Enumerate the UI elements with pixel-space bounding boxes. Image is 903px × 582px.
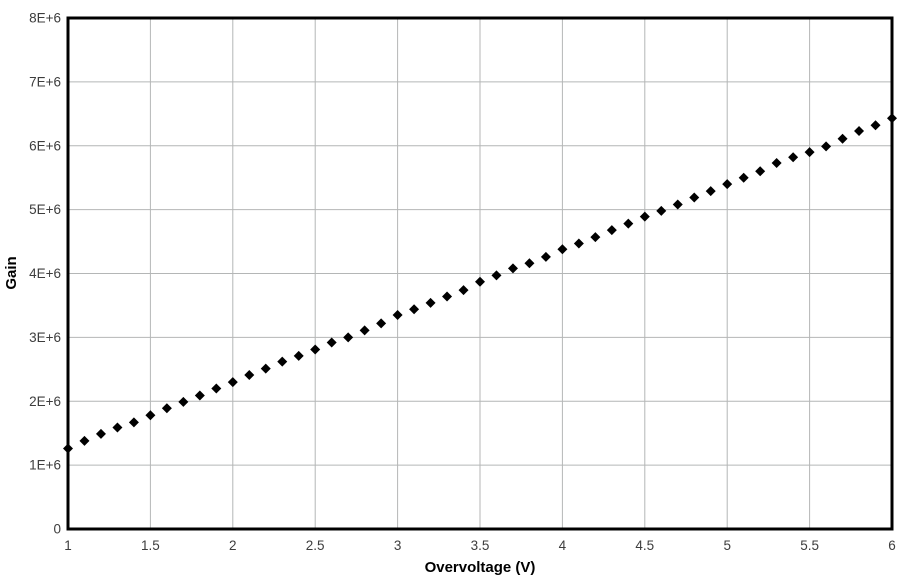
data-point <box>79 435 90 446</box>
data-point <box>540 251 551 262</box>
data-point <box>260 363 271 374</box>
data-point <box>145 410 156 421</box>
data-point <box>722 179 733 190</box>
data-point <box>458 285 469 296</box>
data-point <box>590 232 601 243</box>
y-tick-label: 1E+6 <box>29 458 61 473</box>
data-point <box>524 258 535 269</box>
data-point <box>788 152 799 163</box>
data-point <box>804 147 815 158</box>
x-tick-label: 5.5 <box>800 538 819 553</box>
data-point <box>705 186 716 197</box>
x-tick-label: 3 <box>394 538 402 553</box>
data-point <box>63 443 73 454</box>
x-tick-label: 4.5 <box>635 538 654 553</box>
data-point <box>837 133 848 144</box>
data-point <box>854 126 865 137</box>
x-tick-label: 1 <box>64 538 72 553</box>
data-point <box>507 263 518 274</box>
data-point <box>821 141 832 152</box>
data-point <box>623 218 634 229</box>
data-point <box>112 422 123 433</box>
y-axis-title: Gain <box>3 256 20 289</box>
data-point <box>244 370 255 381</box>
data-point <box>95 428 106 439</box>
data-point <box>639 211 650 222</box>
data-point <box>161 403 172 414</box>
data-series-gain <box>63 113 897 454</box>
gridlines <box>68 18 892 529</box>
x-tick-label: 2 <box>229 538 237 553</box>
y-tick-label: 4E+6 <box>29 266 61 281</box>
x-tick-label: 4 <box>559 538 567 553</box>
data-point <box>573 238 584 249</box>
x-tick-label: 5 <box>723 538 731 553</box>
data-point <box>425 297 436 308</box>
data-point <box>343 332 354 343</box>
data-point <box>656 205 667 216</box>
data-point <box>606 225 617 236</box>
data-point <box>326 337 337 348</box>
data-point <box>557 244 568 255</box>
data-point <box>409 304 420 315</box>
y-tick-label: 7E+6 <box>29 74 61 89</box>
y-tick-label: 8E+6 <box>29 11 61 26</box>
data-point <box>359 325 370 336</box>
y-tick-label: 5E+6 <box>29 202 61 217</box>
data-point <box>178 396 189 407</box>
data-point <box>442 291 453 302</box>
data-point <box>227 377 238 388</box>
data-point <box>755 166 766 177</box>
x-tick-label: 6 <box>888 538 896 553</box>
data-point <box>887 113 897 124</box>
y-tick-label: 0 <box>53 522 61 537</box>
data-point <box>672 199 683 210</box>
data-point <box>376 318 387 329</box>
data-point <box>194 390 205 401</box>
plot-border <box>66 16 894 531</box>
y-tick-label: 6E+6 <box>29 138 61 153</box>
data-point <box>211 383 222 394</box>
x-tick-label: 2.5 <box>306 538 325 553</box>
data-point <box>310 344 321 355</box>
x-axis-title: Overvoltage (V) <box>425 559 536 576</box>
data-point <box>293 350 304 361</box>
y-tick-label: 3E+6 <box>29 330 61 345</box>
data-point <box>475 276 485 287</box>
tick-labels: 0 1E+6 2E+6 3E+6 4E+6 5E+6 6E+6 7E+6 8E+6 1 1.5 2 2.… <box>29 11 896 554</box>
data-point <box>277 356 288 367</box>
data-point <box>689 192 700 203</box>
data-point <box>128 417 139 428</box>
data-point <box>392 310 403 321</box>
data-point <box>738 172 749 183</box>
data-point <box>771 157 782 168</box>
data-point <box>870 120 881 131</box>
x-tick-label: 1.5 <box>141 538 160 553</box>
data-point <box>491 270 502 281</box>
y-tick-label: 2E+6 <box>29 394 61 409</box>
x-tick-label: 3.5 <box>471 538 490 553</box>
